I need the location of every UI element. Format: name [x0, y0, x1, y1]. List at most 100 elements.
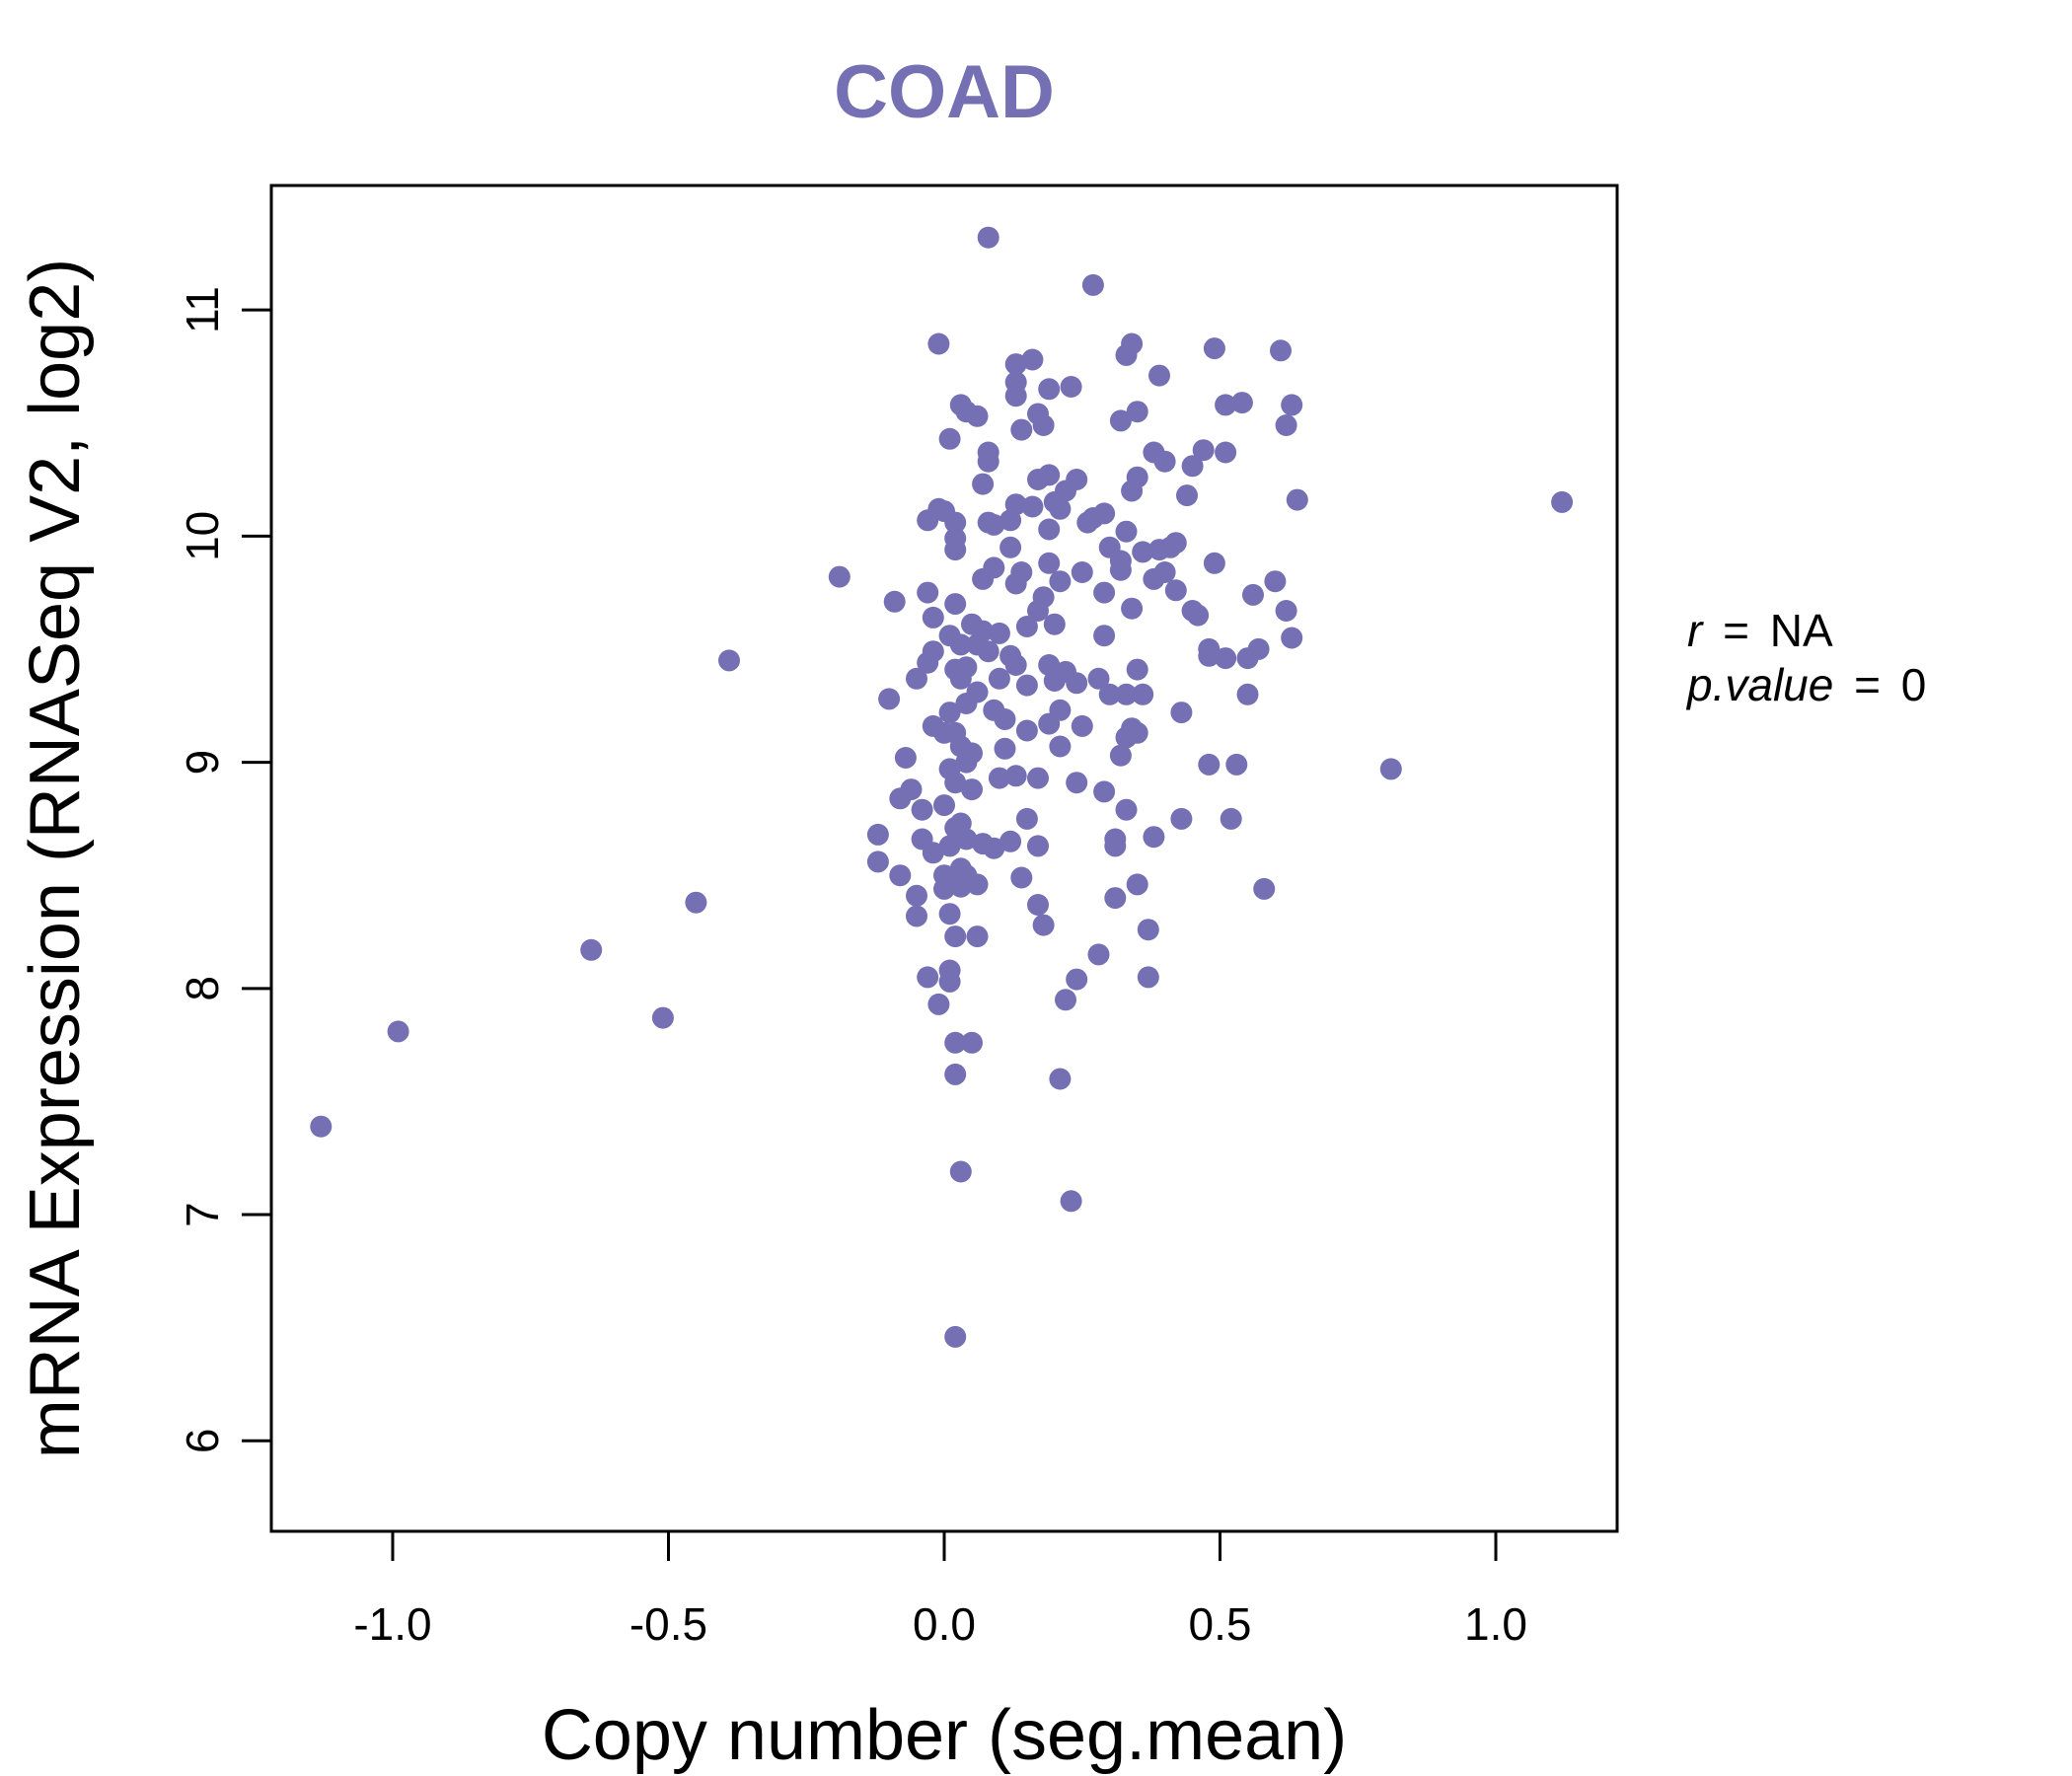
data-point	[938, 702, 961, 724]
data-point	[1049, 1068, 1072, 1090]
data-point	[1247, 637, 1270, 660]
p-equals: =	[1854, 659, 1881, 710]
data-point	[911, 798, 933, 821]
correlation-annotation: r = NA p.value = 0	[1685, 605, 1926, 710]
data-point	[955, 656, 978, 679]
data-point	[1071, 714, 1093, 737]
data-point	[1281, 627, 1303, 649]
data-point	[1126, 401, 1148, 423]
data-point	[1104, 835, 1127, 857]
data-point	[1121, 333, 1144, 355]
data-point	[718, 649, 740, 672]
y-tick-label: 7	[177, 1202, 228, 1227]
data-point	[1032, 414, 1055, 436]
data-point	[1109, 744, 1132, 767]
data-point	[1010, 418, 1033, 441]
data-point	[1055, 989, 1076, 1011]
data-point	[922, 606, 944, 629]
data-point	[1126, 466, 1148, 488]
data-point	[938, 427, 961, 450]
data-point	[1126, 721, 1148, 744]
x-tick-label: -1.0	[353, 1598, 431, 1650]
data-point	[983, 837, 1005, 859]
data-point	[977, 441, 999, 464]
data-point	[1032, 914, 1055, 936]
data-point	[955, 828, 978, 851]
data-point	[1049, 735, 1072, 758]
data-point	[983, 513, 1005, 536]
y-axis-label: mRNA Expression (RNASeq V2, log2)	[16, 259, 95, 1458]
data-point	[1270, 339, 1292, 362]
data-point	[1060, 1190, 1082, 1213]
data-point	[1137, 966, 1159, 989]
data-point	[1066, 772, 1088, 794]
data-point	[944, 593, 967, 616]
data-point	[1275, 414, 1297, 436]
data-point	[1021, 348, 1044, 371]
data-point	[983, 556, 1005, 579]
data-point	[994, 708, 1016, 730]
data-point	[961, 742, 983, 765]
data-point	[944, 1063, 967, 1085]
data-point	[944, 772, 967, 794]
data-point	[966, 925, 989, 948]
data-point	[1104, 887, 1127, 910]
data-point	[1121, 597, 1144, 620]
data-point	[938, 903, 961, 925]
data-point	[1198, 644, 1221, 667]
data-point	[1286, 488, 1308, 511]
data-point	[917, 581, 939, 604]
data-point	[1203, 552, 1225, 574]
data-point	[1153, 450, 1176, 473]
data-point	[977, 226, 999, 249]
data-point	[906, 905, 927, 927]
p-annotation: p.value = 0	[1685, 659, 1926, 710]
data-point	[922, 842, 944, 864]
points-layer	[310, 226, 1574, 1348]
data-point	[1087, 943, 1110, 966]
x-tick-label: 0.5	[1189, 1598, 1252, 1650]
data-point	[1170, 807, 1193, 830]
data-point	[1004, 493, 1027, 516]
data-point	[1049, 497, 1072, 520]
data-point	[949, 633, 972, 656]
data-point	[944, 539, 967, 561]
data-point	[1066, 672, 1088, 695]
data-point	[894, 747, 917, 769]
data-point	[961, 1031, 983, 1054]
data-point	[972, 473, 995, 495]
data-point	[1043, 613, 1066, 635]
data-point	[1115, 798, 1138, 821]
r-label: r	[1687, 605, 1704, 656]
data-point	[999, 536, 1022, 558]
data-point	[1176, 484, 1198, 507]
data-point	[1143, 826, 1165, 849]
r-annotation: r = NA	[1687, 605, 1833, 656]
data-point	[878, 688, 901, 710]
p-label: p.value	[1685, 659, 1833, 710]
data-point	[1230, 392, 1253, 414]
data-point	[988, 767, 1010, 789]
data-point	[1164, 579, 1187, 602]
data-point	[1203, 337, 1225, 360]
data-point	[927, 333, 950, 355]
y-axis: 6 7 8 9 10 11	[177, 286, 271, 1453]
data-point	[1281, 394, 1303, 416]
data-point	[889, 864, 912, 887]
data-point	[1109, 409, 1132, 432]
data-point	[1198, 753, 1221, 776]
data-point	[1215, 394, 1237, 416]
data-point	[883, 590, 906, 613]
data-point	[866, 851, 889, 873]
data-point	[922, 640, 944, 663]
data-point	[972, 620, 995, 642]
data-point	[1153, 561, 1176, 583]
data-point	[1275, 600, 1297, 622]
data-point	[1132, 683, 1154, 705]
data-point	[828, 565, 851, 588]
data-point	[1164, 532, 1187, 555]
data-point	[1093, 780, 1116, 803]
y-tick-label: 11	[177, 286, 228, 333]
data-point	[1021, 495, 1044, 518]
